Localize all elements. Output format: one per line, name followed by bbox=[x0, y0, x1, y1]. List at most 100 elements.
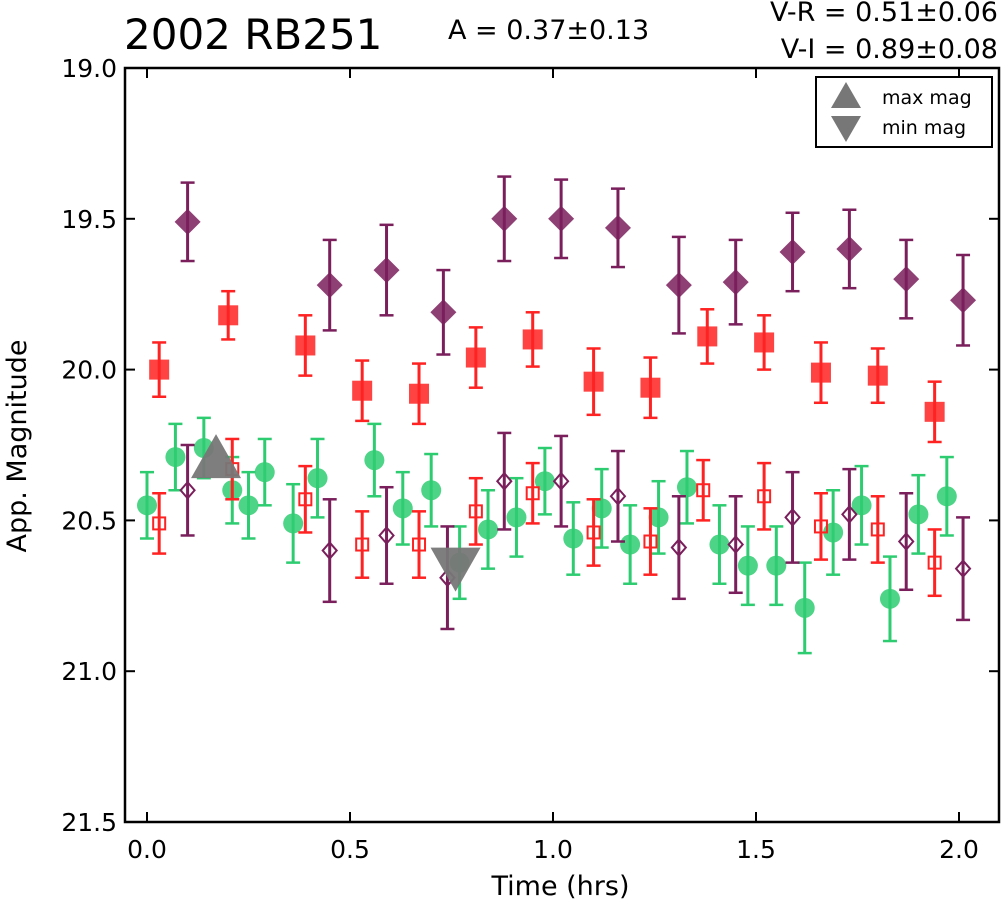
data-point bbox=[295, 335, 316, 356]
data-point bbox=[165, 447, 186, 468]
data-point bbox=[552, 471, 570, 491]
data-point bbox=[810, 362, 831, 383]
series-1-square-filled bbox=[149, 289, 945, 444]
data-point bbox=[604, 214, 631, 241]
max-mag-marker bbox=[191, 434, 242, 479]
v-r-color-annotation: V-R = 0.51±0.06 bbox=[769, 0, 998, 28]
data-point bbox=[696, 483, 711, 498]
y-tick-label: 20.5 bbox=[61, 506, 117, 535]
data-point bbox=[665, 272, 692, 299]
data-point bbox=[179, 480, 196, 500]
data-point bbox=[586, 525, 601, 540]
x-tick-label: 1.5 bbox=[736, 835, 776, 864]
data-point bbox=[851, 495, 872, 516]
y-tick-label: 21.5 bbox=[61, 808, 117, 837]
data-point bbox=[412, 537, 427, 552]
x-axis-label: Time (hrs) bbox=[0, 870, 1001, 904]
data-point bbox=[495, 471, 513, 491]
data-point bbox=[794, 597, 815, 618]
data-point bbox=[643, 534, 658, 549]
data-point bbox=[137, 495, 157, 516]
data-point bbox=[238, 495, 259, 516]
data-point bbox=[392, 498, 413, 519]
data-point bbox=[813, 519, 828, 534]
data-point bbox=[609, 486, 627, 506]
legend-max-mag-icon bbox=[831, 82, 861, 108]
data-point bbox=[709, 534, 730, 555]
legend: max mag min mag bbox=[815, 76, 993, 148]
data-point bbox=[478, 519, 499, 540]
data-point bbox=[430, 299, 457, 326]
x-tick-label: 2.0 bbox=[939, 835, 979, 864]
data-point bbox=[737, 555, 758, 576]
data-point bbox=[936, 486, 957, 507]
data-point bbox=[373, 257, 400, 284]
data-point bbox=[465, 347, 486, 368]
y-tick-label: 20.0 bbox=[61, 356, 117, 385]
data-point bbox=[927, 555, 942, 570]
series-2-diamond-filled bbox=[174, 175, 977, 356]
y-tick-label: 21.0 bbox=[61, 657, 117, 686]
x-tick-label: 0.0 bbox=[127, 835, 167, 864]
data-point bbox=[779, 238, 806, 265]
y-axis-label: App. Magnitude bbox=[2, 339, 33, 553]
legend-label: min mag bbox=[882, 117, 966, 139]
series-0-circle-filled bbox=[137, 416, 957, 655]
data-point bbox=[491, 205, 518, 232]
data-point bbox=[879, 588, 900, 609]
data-point bbox=[648, 507, 669, 528]
data-point bbox=[468, 504, 483, 519]
data-point bbox=[867, 365, 888, 386]
data-point bbox=[722, 269, 749, 296]
data-point bbox=[283, 513, 304, 534]
data-point bbox=[548, 205, 575, 232]
data-point bbox=[897, 531, 915, 552]
data-point bbox=[254, 462, 275, 483]
data-point bbox=[152, 516, 167, 531]
amplitude-annotation: A = 0.37±0.13 bbox=[448, 15, 650, 46]
data-point bbox=[563, 528, 584, 549]
data-point bbox=[591, 498, 612, 519]
data-point bbox=[640, 377, 661, 398]
data-point bbox=[364, 450, 385, 471]
data-point bbox=[307, 468, 328, 489]
data-point bbox=[950, 287, 977, 314]
data-point bbox=[754, 332, 775, 353]
data-point bbox=[908, 504, 929, 525]
v-i-color-annotation: V-I = 0.89±0.08 bbox=[780, 34, 998, 65]
plot-frame bbox=[123, 66, 1001, 824]
data-point bbox=[757, 489, 772, 504]
data-point bbox=[766, 555, 787, 576]
data-point bbox=[506, 507, 527, 528]
data-point bbox=[924, 401, 945, 422]
data-point bbox=[784, 507, 801, 527]
data-point bbox=[676, 477, 697, 498]
data-point bbox=[870, 522, 885, 537]
data-point bbox=[218, 305, 239, 326]
x-axis-label-text: Time (hrs) bbox=[491, 871, 630, 902]
data-point bbox=[836, 235, 863, 262]
data-point bbox=[954, 559, 972, 579]
data-point bbox=[670, 538, 688, 558]
legend-min-mag-icon bbox=[831, 116, 861, 142]
data-point bbox=[378, 525, 395, 545]
chart-title: 2002 RB251 bbox=[124, 10, 383, 59]
data-point bbox=[409, 383, 430, 404]
axis-ticks: 0.0 0.5 1.0 1.5 2.0 19.0 19.5 20.0 20.5 21.0 21.5 bbox=[61, 54, 999, 864]
x-tick-label: 0.5 bbox=[330, 835, 370, 864]
x-tick-label: 1.0 bbox=[533, 835, 573, 864]
data-point bbox=[697, 326, 718, 347]
data-point bbox=[352, 380, 373, 401]
extrema-markers bbox=[191, 434, 481, 592]
y-tick-label: 19.0 bbox=[61, 54, 117, 83]
data-point bbox=[893, 266, 920, 293]
data-point bbox=[174, 208, 201, 235]
data-point bbox=[534, 471, 555, 492]
min-mag-marker bbox=[430, 547, 481, 592]
data-point bbox=[841, 504, 858, 524]
data-point bbox=[522, 329, 543, 350]
series-3-square-open bbox=[152, 437, 942, 598]
data-point bbox=[149, 359, 170, 380]
data-point bbox=[321, 541, 339, 561]
